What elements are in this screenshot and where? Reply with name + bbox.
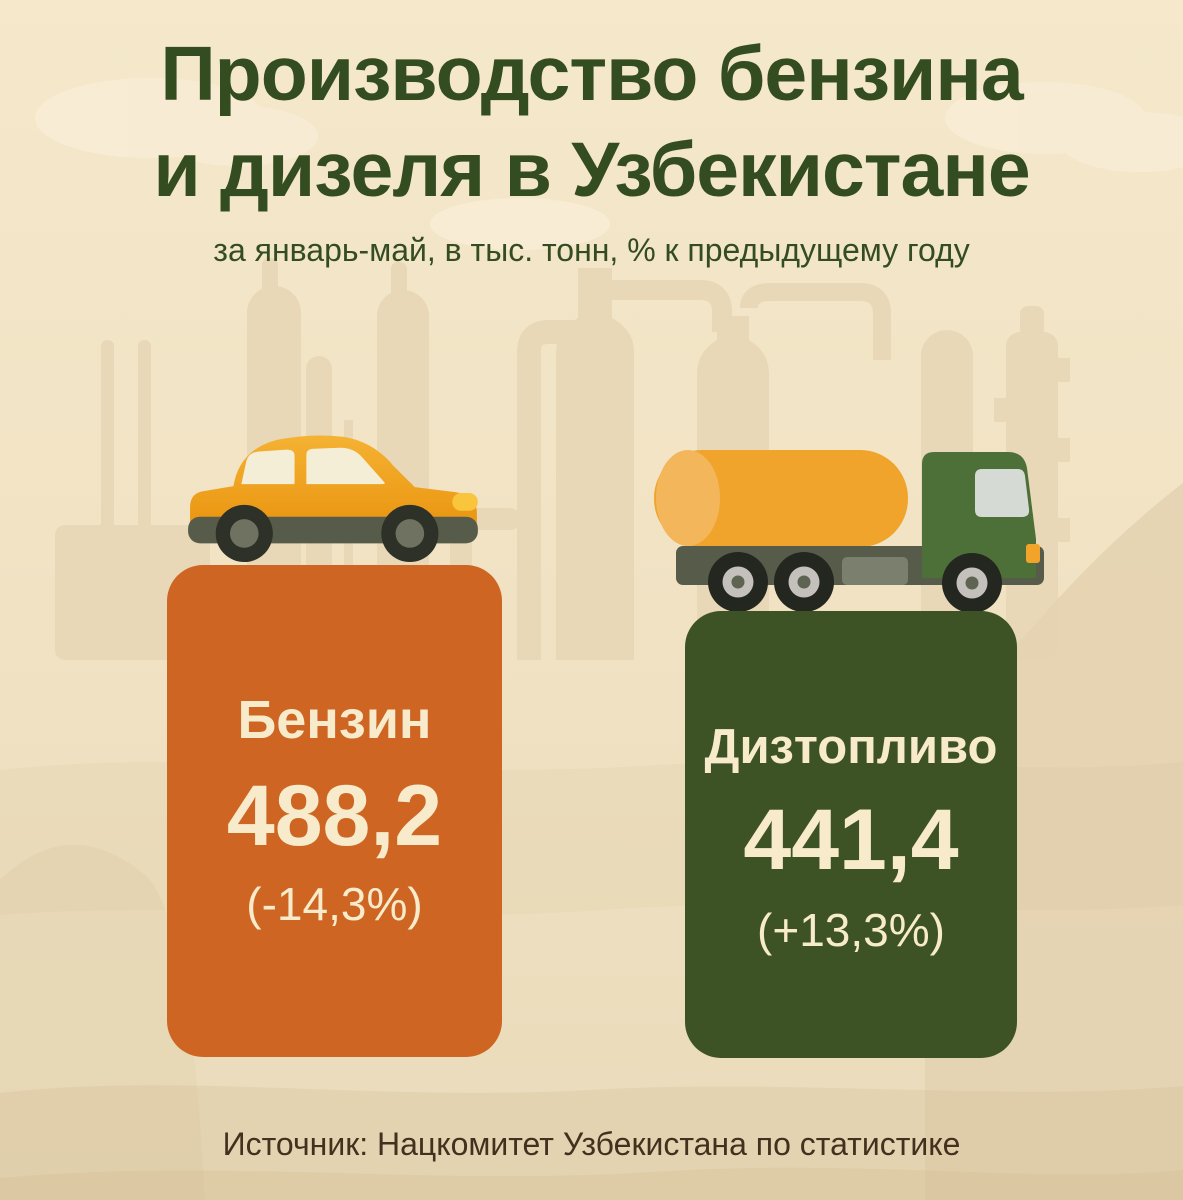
car-front-window [306, 447, 385, 485]
car-headlight [452, 493, 478, 511]
source-note: Источник: Нацкомитет Узбекистана по стат… [222, 1126, 961, 1162]
tanker-truck-icon [652, 447, 1046, 618]
bar-benzin: Бензин 488,2 (-14,3%) [167, 565, 502, 1057]
truck-windshield [975, 469, 1030, 517]
truck-headlight [1026, 544, 1040, 563]
truck-illustration [654, 450, 1044, 613]
truck-wheels [708, 552, 1002, 613]
bar-benzin-change: (-14,3%) [246, 877, 423, 930]
header: Производство бензина и дизеля в Узбекист… [0, 26, 1183, 269]
bar-benzin-label: Бензин [237, 690, 432, 750]
page-subtitle: за январь-май, в тыс. тонн, % к предыдущ… [213, 232, 970, 268]
bar-benzin-value: 488,2 [226, 768, 443, 865]
car-wheels [215, 504, 439, 563]
bar-diesel: Дизтопливо 441,4 (+13,3%) [685, 611, 1017, 1058]
title-line-2: и дизеля в Узбекистане [153, 127, 1030, 213]
cloud-shapes [35, 78, 1183, 250]
left-hill [0, 844, 205, 1200]
car-rear-window [241, 449, 295, 485]
car-illustration [188, 435, 478, 563]
bar-diesel-change: (+13,3%) [757, 904, 945, 957]
truck-tank-endcap [656, 450, 720, 546]
truck-tank [654, 450, 908, 547]
truck-fuel-box [842, 557, 908, 585]
car-icon [183, 428, 481, 571]
bar-diesel-label: Дизтопливо [704, 720, 998, 774]
title-line-1: Производство бензина [160, 31, 1023, 117]
bar-diesel-value: 441,4 [743, 792, 959, 889]
page-title: Производство бензина и дизеля в Узбекист… [0, 26, 1183, 218]
